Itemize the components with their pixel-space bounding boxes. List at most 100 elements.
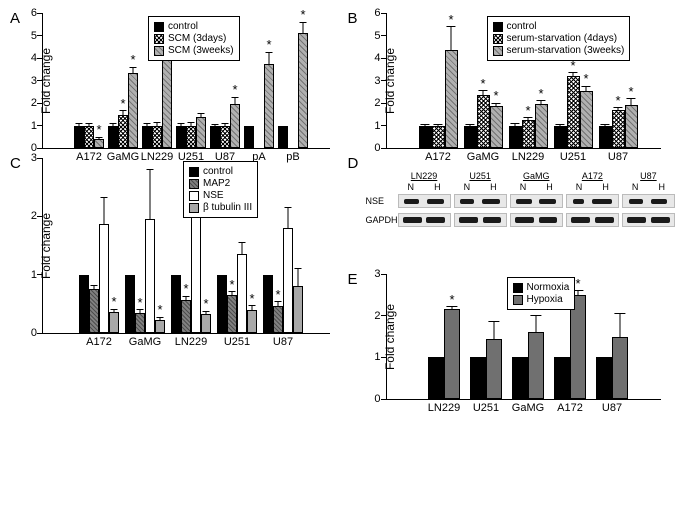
bar [186,126,196,149]
bar [227,295,237,334]
legend-text: Hypoxia [527,294,563,305]
x-category-label: GaMG [512,402,544,414]
ytick-label: 1 [25,269,37,281]
x-category-label: GaMG [129,336,161,348]
bar [509,126,522,149]
bar [79,275,89,333]
bar [470,357,486,399]
bar-group: * [554,398,586,399]
plot-area: Fold change0123456*A172**GaMG**LN229**U2… [386,14,661,149]
bar [625,105,638,148]
band [627,217,646,223]
bar [230,104,240,148]
bar [94,139,104,148]
condition-label: N [464,182,471,192]
condition-label: H [546,182,553,192]
plot-area: Fold change0123*LN229U251GaMG*A172U87Nor… [386,275,661,400]
bar-group: ** [599,147,638,148]
lane-group [510,194,563,208]
blot-column-header: U251 [454,171,507,181]
bar [580,91,593,148]
band [595,217,614,223]
sig-star-icon: * [130,53,135,66]
lane-group [398,213,451,227]
bar [599,126,612,149]
lane-group [622,213,675,227]
ytick-label: 6 [25,7,37,19]
band [539,199,556,204]
bar [237,254,247,333]
y-axis-label: Fold change [383,304,397,370]
legend: controlMAP2NSEβ tubulin III [183,161,258,218]
bar [201,314,211,333]
bar-group: * [263,332,303,333]
plot-area: Fold change0123456*A172**GaMG*LN229U251*… [42,14,330,149]
band [403,217,422,223]
y-axis-label: Fold change [39,213,53,279]
bar [176,126,186,149]
bar-group: ** [108,147,138,148]
bar [464,126,477,149]
condition-label: H [490,182,497,192]
legend-text: Normoxia [527,282,570,293]
sig-star-icon: * [583,72,588,85]
bar-group: *** [171,332,211,333]
bar [612,337,628,400]
sig-star-icon: * [615,94,620,107]
legend-text: MAP2 [203,178,230,189]
lane-group [622,194,675,208]
bar [490,106,503,148]
bar [522,120,535,148]
legend-text: SCM (3days) [168,33,226,44]
panel-label-E: E [348,271,358,288]
bar [247,310,257,333]
blot-column-header: U87 [622,171,675,181]
lane-group [398,194,451,208]
sig-star-icon: * [266,38,271,51]
lane-group [510,213,563,227]
ytick-label: 5 [369,30,381,42]
bar [554,126,567,149]
band [460,199,474,204]
bar [477,95,490,148]
band [516,199,531,204]
ytick-label: 4 [369,52,381,64]
sig-star-icon: * [628,85,633,98]
bar-group: * [428,398,460,399]
sig-star-icon: * [157,303,162,316]
bar [278,126,288,149]
bar-group: ** [125,332,165,333]
ytick-label: 1 [369,120,381,132]
bar [89,289,99,333]
panel-D: D LN229U251GaMGA172U87NHNHNHNHNHNSEGAPDH [348,155,676,265]
bar-group: * [74,147,104,148]
bar [283,228,293,333]
band [515,217,534,223]
panel-A: A Fold change0123456*A172**GaMG*LN229U25… [10,10,338,149]
bar [128,73,138,148]
bar-group: * [278,147,308,148]
bar [528,332,544,399]
bar [293,286,303,333]
ytick-label: 2 [25,97,37,109]
legend-text: β tubulin III [203,202,252,213]
bar [432,126,445,149]
sig-star-icon: * [183,282,188,295]
legend: controlserum-starvation (4days)serum-sta… [487,16,631,61]
bar [155,320,165,333]
panel-label-A: A [10,10,20,27]
legend: controlSCM (3days)SCM (3weeks) [148,16,240,61]
bar [191,202,201,333]
band [426,217,445,223]
sig-star-icon: * [229,278,234,291]
panel-label-D: D [348,155,359,172]
legend-text: SCM (3weeks) [168,45,234,56]
ytick-label: 3 [369,268,381,280]
bar [210,126,220,149]
ytick-label: 4 [25,52,37,64]
ytick-label: 2 [25,210,37,222]
bar [554,357,570,399]
bar [244,126,254,149]
band [539,217,558,223]
condition-label: N [408,182,415,192]
